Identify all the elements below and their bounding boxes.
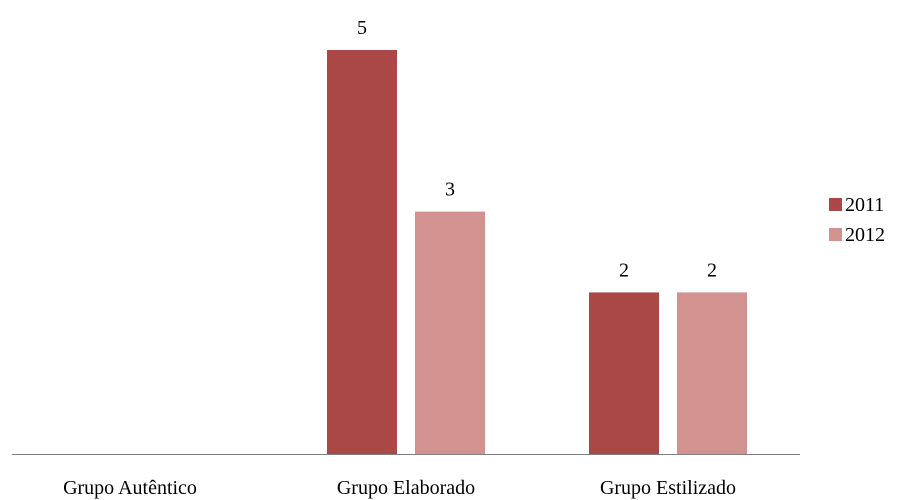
legend-swatch-2012 [829,228,842,241]
legend-label-2012: 2012 [845,224,885,246]
legend-label-2011: 2011 [845,194,884,216]
bar-2012-grupo-estilizado [677,292,747,454]
legend-swatch-2011 [829,198,842,211]
category-label-grupo-elaborado: Grupo Elaborado [337,477,475,499]
category-label-grupo-estilizado: Grupo Estilizado [600,477,736,499]
data-label-2011-grupo-elaborado: 5 [357,17,367,39]
bar-2011-grupo-elaborado [327,50,397,454]
data-label-2012-grupo-elaborado: 3 [445,179,455,201]
legend: 2011 2012 [829,194,885,246]
bars-group [327,50,747,454]
data-labels-group: 5 2 3 2 [357,17,717,281]
data-label-2012-grupo-estilizado: 2 [707,259,717,281]
category-label-grupo-autentico: Grupo Autêntico [63,477,197,499]
bar-2012-grupo-elaborado [415,211,485,454]
category-labels-group: Grupo Autêntico Grupo Elaborado Grupo Es… [63,477,736,499]
bar-2011-grupo-estilizado [589,292,659,454]
data-label-2011-grupo-estilizado: 2 [619,259,629,281]
